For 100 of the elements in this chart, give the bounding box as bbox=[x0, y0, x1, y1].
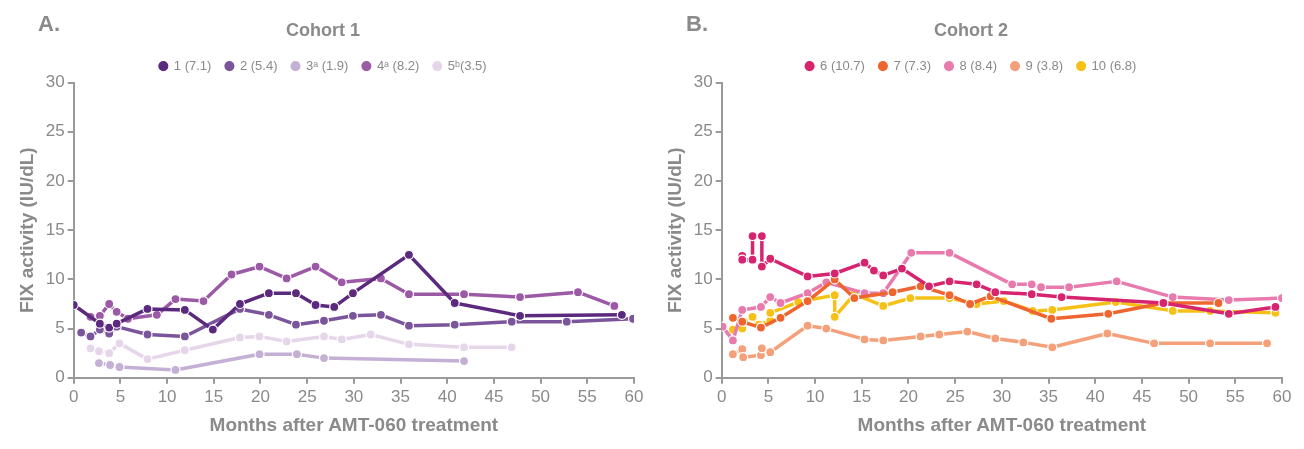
point bbox=[1205, 338, 1216, 349]
x-tick-label: 15 bbox=[852, 386, 872, 406]
y-tick-label: 5 bbox=[703, 318, 713, 338]
point bbox=[281, 336, 292, 347]
point bbox=[727, 312, 739, 323]
point bbox=[347, 288, 359, 299]
legend-label: 5ᵇ(3.5) bbox=[447, 57, 487, 73]
point bbox=[310, 299, 321, 311]
point bbox=[85, 331, 96, 342]
text: A. bbox=[38, 11, 60, 37]
y-tick-label: 15 bbox=[45, 219, 65, 239]
point bbox=[905, 293, 916, 304]
legend-label: 9 (3.8) bbox=[1025, 57, 1064, 73]
point bbox=[365, 329, 376, 340]
point bbox=[756, 343, 767, 354]
point bbox=[775, 312, 786, 323]
point bbox=[859, 334, 870, 345]
point bbox=[990, 333, 1001, 344]
point bbox=[561, 316, 572, 327]
point bbox=[765, 292, 776, 303]
point bbox=[923, 281, 935, 292]
point bbox=[1035, 282, 1047, 293]
point bbox=[765, 307, 776, 318]
point bbox=[111, 306, 122, 317]
point bbox=[737, 254, 748, 265]
point bbox=[514, 292, 526, 303]
point bbox=[329, 301, 340, 313]
point bbox=[336, 334, 347, 345]
point bbox=[1046, 313, 1057, 324]
point bbox=[849, 293, 860, 304]
text: B. bbox=[686, 11, 708, 37]
x-tick-label: 55 bbox=[577, 386, 597, 406]
point bbox=[114, 338, 125, 349]
y-tick-label: 30 bbox=[693, 72, 713, 92]
point bbox=[94, 318, 105, 329]
y-tick-label: 25 bbox=[693, 121, 713, 141]
x-tick-label: 15 bbox=[204, 386, 224, 406]
point bbox=[755, 301, 767, 313]
x-tick-label: 35 bbox=[1039, 386, 1059, 406]
point bbox=[1063, 282, 1075, 293]
x-tick-label: 25 bbox=[945, 386, 965, 406]
y-tick-label: 20 bbox=[693, 170, 713, 190]
point bbox=[944, 276, 955, 287]
point bbox=[859, 257, 870, 268]
point bbox=[458, 289, 470, 300]
point bbox=[85, 343, 96, 354]
point bbox=[868, 265, 880, 276]
y-tick-label: 5 bbox=[55, 318, 65, 338]
point bbox=[802, 271, 813, 282]
point bbox=[254, 261, 265, 272]
point bbox=[254, 331, 265, 342]
y-tick-label: 10 bbox=[693, 269, 713, 289]
x-tick-label: 40 bbox=[437, 386, 457, 406]
point bbox=[234, 332, 246, 343]
point bbox=[1213, 297, 1224, 309]
x-tick-label: 10 bbox=[805, 386, 825, 406]
x-tick-label: 50 bbox=[531, 386, 551, 406]
point bbox=[756, 261, 767, 272]
point bbox=[896, 263, 908, 274]
x-tick-label: 10 bbox=[157, 386, 177, 406]
point bbox=[290, 288, 302, 299]
point bbox=[1102, 328, 1113, 339]
x-tick-label: 60 bbox=[1272, 386, 1292, 406]
point bbox=[263, 288, 274, 299]
x-tick-label: 0 bbox=[68, 386, 79, 406]
legend-label: 8 (8.4) bbox=[959, 57, 998, 73]
point bbox=[449, 319, 460, 330]
point bbox=[179, 345, 190, 356]
x-tick-label: 5 bbox=[763, 386, 774, 406]
point bbox=[887, 287, 898, 298]
point bbox=[990, 287, 1001, 298]
point bbox=[1018, 337, 1029, 348]
y-tick-label: 0 bbox=[55, 367, 65, 387]
point bbox=[1223, 308, 1234, 319]
point bbox=[76, 327, 87, 338]
x-tick-label: 50 bbox=[1179, 386, 1199, 406]
legend-label: 3ᵃ (1.9) bbox=[305, 57, 349, 73]
point bbox=[142, 329, 153, 340]
point bbox=[747, 254, 758, 265]
point bbox=[962, 326, 973, 337]
point bbox=[506, 316, 517, 327]
point bbox=[829, 311, 840, 322]
point bbox=[765, 347, 776, 358]
x-tick-label: 45 bbox=[1132, 386, 1152, 406]
x-tick-label: 5 bbox=[115, 386, 126, 406]
point bbox=[1026, 279, 1037, 290]
point bbox=[915, 331, 926, 342]
y-tick-label: 20 bbox=[45, 170, 65, 190]
legend-label: 6 (10.7) bbox=[820, 57, 865, 73]
point bbox=[747, 231, 758, 242]
point bbox=[403, 289, 415, 300]
point bbox=[1007, 279, 1018, 290]
point bbox=[1103, 308, 1114, 319]
point bbox=[318, 315, 330, 326]
legend-label: 1 (7.1) bbox=[173, 57, 212, 73]
point bbox=[1056, 292, 1067, 303]
point bbox=[403, 320, 415, 331]
chart-title: Cohort 2 bbox=[934, 19, 1008, 40]
point bbox=[1026, 289, 1037, 300]
y-axis-title: FIX activity (IU/dL) bbox=[663, 147, 685, 314]
